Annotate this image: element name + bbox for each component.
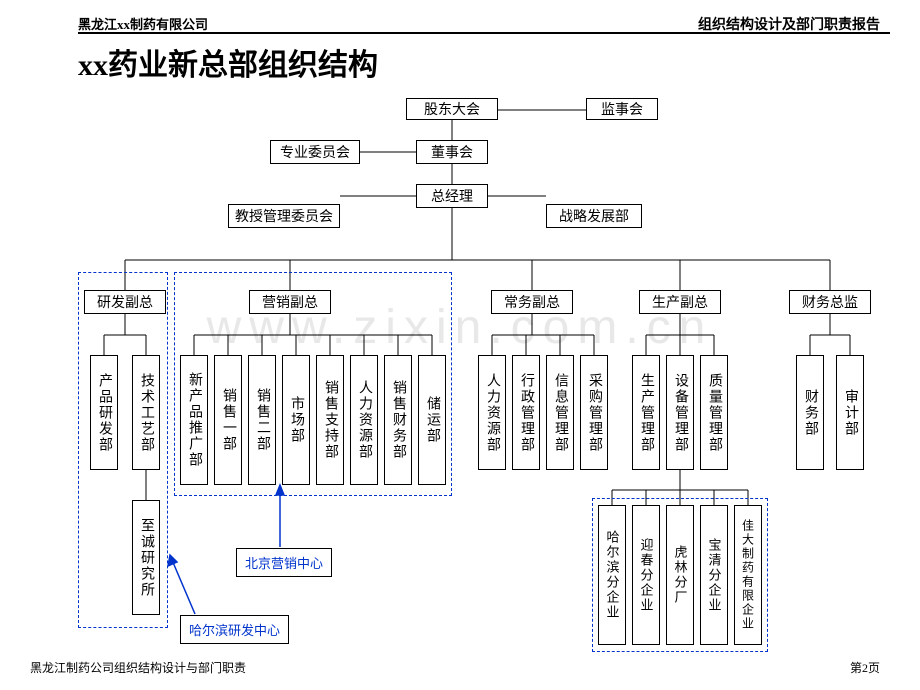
- rd-dept-0: 产品研发部: [90, 355, 118, 470]
- callout-beijing: 北京营销中心: [236, 548, 332, 577]
- exec-dept-1: 行政管理部: [512, 355, 540, 470]
- node-vp-prod: 生产副总: [639, 290, 721, 314]
- node-prof-committee: 专业委员会: [270, 140, 360, 164]
- mkt-dept-1: 销售一部: [214, 355, 242, 485]
- node-strategy: 战略发展部: [546, 204, 642, 228]
- node-board: 董事会: [416, 140, 488, 164]
- exec-dept-3: 采购管理部: [580, 355, 608, 470]
- mkt-dept-3: 市场部: [282, 355, 310, 485]
- mkt-dept-7: 储运部: [418, 355, 446, 485]
- fin-dept-1: 审计部: [836, 355, 864, 470]
- mkt-dept-4: 销售支持部: [316, 355, 344, 485]
- fin-dept-0: 财务部: [796, 355, 824, 470]
- sub-0: 哈尔滨分企业: [598, 505, 626, 645]
- node-supervisory: 监事会: [586, 98, 658, 120]
- mkt-dept-2: 销售二部: [248, 355, 276, 485]
- node-vp-marketing: 营销副总: [249, 290, 331, 314]
- node-shareholders: 股东大会: [406, 98, 498, 120]
- mkt-dept-6: 销售财务部: [384, 355, 412, 485]
- node-vp-rd: 研发副总: [84, 290, 166, 314]
- node-cfo: 财务总监: [789, 290, 871, 314]
- prod-dept-2: 质量管理部: [700, 355, 728, 470]
- node-vp-exec: 常务副总: [491, 290, 573, 314]
- rd-institute: 至诚研究所: [132, 500, 160, 615]
- sub-3: 宝清分企业: [700, 505, 728, 645]
- prod-dept-0: 生产管理部: [632, 355, 660, 470]
- exec-dept-2: 信息管理部: [546, 355, 574, 470]
- rd-dept-1: 技术工艺部: [132, 355, 160, 470]
- sub-4: 佳大制药有限企业: [734, 505, 762, 645]
- callout-harbin: 哈尔滨研发中心: [180, 615, 289, 644]
- sub-1: 迎春分企业: [632, 505, 660, 645]
- mkt-dept-0: 新产品推广部: [180, 355, 208, 485]
- node-teaching-committee: 教授管理委员会: [228, 204, 340, 228]
- exec-dept-0: 人力资源部: [478, 355, 506, 470]
- prod-dept-1: 设备管理部: [666, 355, 694, 470]
- mkt-dept-5: 人力资源部: [350, 355, 378, 485]
- sub-2: 虎林分厂: [666, 505, 694, 645]
- node-gm: 总经理: [416, 184, 488, 208]
